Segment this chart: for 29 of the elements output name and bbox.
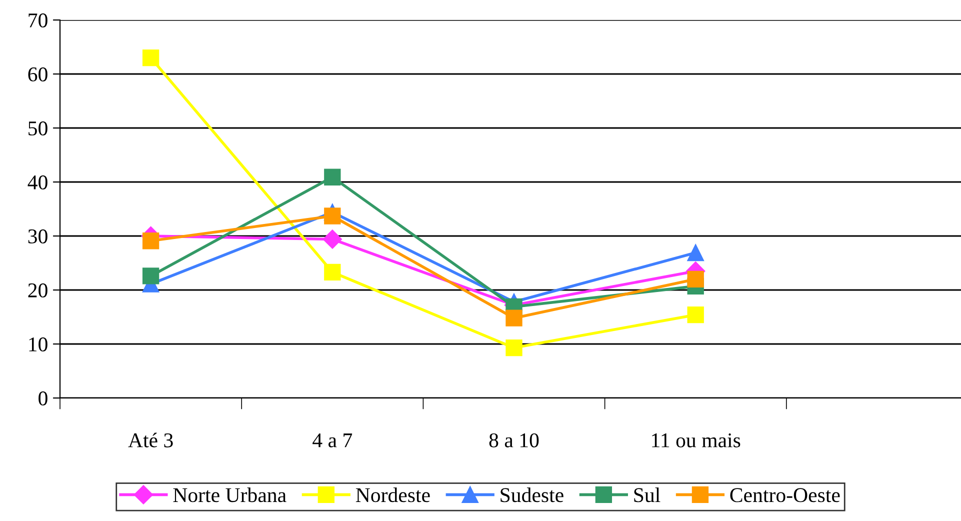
point (142, 49, 160, 66)
point (324, 168, 341, 186)
x-tick-label: Até 3 (128, 432, 173, 448)
y-tick-label: 40 (28, 175, 48, 190)
legend-label: Sul (634, 488, 660, 502)
point (506, 339, 522, 356)
point (324, 264, 341, 281)
point (506, 310, 522, 326)
point (324, 208, 341, 224)
point (687, 244, 704, 262)
point (142, 232, 160, 250)
point (142, 268, 160, 284)
point (687, 306, 704, 324)
y-tick-label: 10 (29, 337, 48, 352)
y-tick-label: 30 (28, 229, 48, 244)
legend-label: Sudeste (500, 488, 564, 502)
legend-label: Nordeste (356, 488, 430, 502)
y-tick-label: 50 (28, 121, 48, 136)
point (322, 230, 342, 249)
legend-label: Norte Urbana (173, 488, 286, 502)
x-tick-label: 8 a 10 (489, 433, 539, 448)
legend-label: Centro-Oeste (730, 488, 840, 502)
y-tick-label: 70 (28, 13, 48, 28)
y-tick-label: 60 (28, 67, 48, 82)
x-tick-label: 4 a 7 (312, 433, 352, 448)
y-tick-label: 20 (28, 283, 48, 298)
point (687, 270, 704, 288)
x-tick-label: 11 ou mais (652, 433, 740, 448)
y-tick-label: 0 (38, 391, 48, 406)
